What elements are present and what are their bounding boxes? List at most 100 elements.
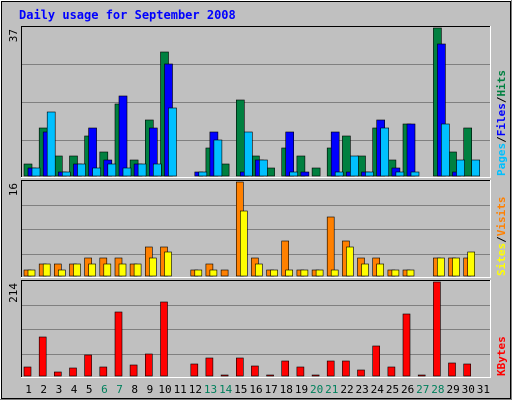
bar-hits-pages-5: [92, 167, 101, 177]
bar-visits-sites-15: [240, 210, 248, 277]
bar-visits-sites-30: [467, 251, 476, 277]
bar-kbytes-kbytes-26: [402, 313, 411, 377]
bar-visits-sites-22: [346, 246, 354, 277]
bar-visits-sites-1: [27, 269, 36, 277]
panel-kbytes: 214 KBytes: [7, 280, 508, 378]
bar-hits-pages-3: [61, 171, 71, 177]
x-tick-label-8: 8: [131, 383, 138, 396]
bar-hits-pages-21: [334, 171, 344, 177]
x-axis-labels: 1 2 3 4 5 6 7 8 9 10 11 12 13 14 15 16 17 18 19 20 21 22 23 24 2…: [25, 383, 490, 396]
bar-kbytes-kbytes-19: [296, 366, 305, 377]
bar-kbytes-kbytes-23: [357, 369, 365, 377]
x-tick-label-18: 18: [280, 383, 293, 396]
bar-hits-files-18: [285, 131, 295, 177]
x-tick-label-22: 22: [340, 383, 353, 396]
x-tick-label-5: 5: [86, 383, 93, 396]
bar-hits-pages-22: [350, 155, 359, 177]
x-tick-label-6: 6: [101, 383, 108, 396]
bar-hits-pages-25: [395, 171, 405, 177]
bar-visits-sites-10: [164, 251, 172, 277]
bar-hits-hits-15: [236, 99, 245, 177]
bar-kbytes-kbytes-6: [99, 366, 108, 377]
bar-hits-hits-30: [463, 127, 473, 177]
bar-visits-sites-25: [391, 269, 400, 277]
bar-hits-pages-10: [168, 107, 177, 177]
x-tick-label-13: 13: [204, 383, 217, 396]
bar-kbytes-kbytes-7: [114, 311, 123, 377]
bar-visits-sites-13: [209, 269, 218, 277]
x-tick-label-21: 21: [325, 383, 338, 396]
bar-visits-sites-16: [255, 263, 263, 277]
y-max-label-visits: 16: [7, 183, 20, 196]
bar-hits-files-19: [300, 171, 310, 177]
x-tick-label-20: 20: [310, 383, 323, 396]
bar-visits-sites-9: [149, 257, 157, 277]
bar-hits-pages-30: [471, 159, 481, 177]
x-tick-label-17: 17: [265, 383, 278, 396]
bar-kbytes-kbytes-4: [69, 367, 77, 377]
bar-hits-files-21: [330, 131, 340, 177]
bar-hits-pages-2: [46, 111, 56, 177]
bar-visits-sites-20: [315, 269, 324, 277]
x-tick-label-28: 28: [431, 383, 444, 396]
bar-visits-sites-21: [330, 269, 339, 277]
x-tick-label-26: 26: [401, 383, 414, 396]
bar-hits-pages-12: [198, 171, 208, 177]
bar-hits-pages-23: [365, 171, 374, 177]
bar-kbytes-kbytes-14: [220, 374, 229, 377]
bar-hits-hits-22: [342, 135, 351, 177]
bar-hits-files-7: [118, 95, 128, 177]
bar-hits-pages-8: [137, 163, 147, 177]
bar-hits-pages-16: [259, 159, 268, 177]
legend-hits: Hits: [495, 70, 508, 97]
legend-separator: /: [495, 236, 508, 243]
legend-pages: Pages: [495, 143, 508, 176]
bar-hits-pages-9: [153, 163, 162, 177]
bar-hits-pages-7: [122, 167, 132, 177]
bar-visits-sites-4: [73, 263, 81, 277]
bar-kbytes-kbytes-22: [342, 360, 350, 377]
x-tick-label-3: 3: [56, 383, 63, 396]
bar-hits-pages-6: [107, 163, 117, 177]
bar-kbytes-kbytes-21: [326, 360, 335, 377]
panel-visits: 16 Sites/Visits: [7, 180, 508, 278]
bar-kbytes-kbytes-1: [23, 366, 32, 377]
bar-hits-pages-26: [410, 171, 420, 177]
bar-hits-pages-13: [213, 139, 223, 177]
x-tick-label-12: 12: [189, 383, 202, 396]
legend-kbytes: KBytes: [495, 336, 508, 376]
bar-kbytes-kbytes-25: [387, 366, 396, 377]
bar-visits-visits-21: [326, 216, 335, 277]
bar-hits-pages-4: [77, 163, 86, 177]
bar-hits-hits-17: [266, 167, 275, 177]
bar-kbytes-kbytes-15: [236, 357, 244, 377]
bar-kbytes-kbytes-17: [266, 374, 274, 377]
bar-visits-sites-23: [361, 263, 369, 277]
bar-kbytes-kbytes-10: [160, 301, 168, 377]
bar-kbytes-kbytes-20: [311, 374, 320, 377]
bar-visits-sites-17: [270, 269, 278, 277]
bar-kbytes-kbytes-12: [190, 363, 199, 377]
bar-visits-sites-12: [194, 269, 203, 277]
bar-visits-visits-18: [281, 240, 290, 277]
bar-kbytes-kbytes-9: [145, 353, 153, 377]
bar-visits-sites-19: [300, 269, 309, 277]
bar-kbytes-kbytes-27: [417, 374, 426, 377]
chart-title: Daily usage for September 2008: [19, 8, 236, 22]
legend-visits: Visits: [495, 197, 508, 237]
bar-hits-pages-15: [244, 131, 253, 177]
bar-kbytes-kbytes-18: [281, 360, 290, 377]
bar-visits-sites-8: [133, 263, 142, 277]
bar-hits-pages-18: [289, 171, 299, 177]
bar-hits-pages-1: [31, 167, 41, 177]
legend-kbytes: KBytes: [495, 336, 508, 376]
x-tick-label-15: 15: [234, 383, 247, 396]
x-tick-label-27: 27: [416, 383, 429, 396]
bar-kbytes-kbytes-2: [38, 336, 47, 377]
bar-hits-hits-20: [311, 167, 321, 177]
x-tick-label-4: 4: [71, 383, 78, 396]
legend-visits: Sites/Visits: [495, 197, 508, 277]
legend-separator: /: [495, 136, 508, 143]
bar-visits-sites-24: [376, 263, 385, 277]
x-tick-label-1: 1: [25, 383, 32, 396]
